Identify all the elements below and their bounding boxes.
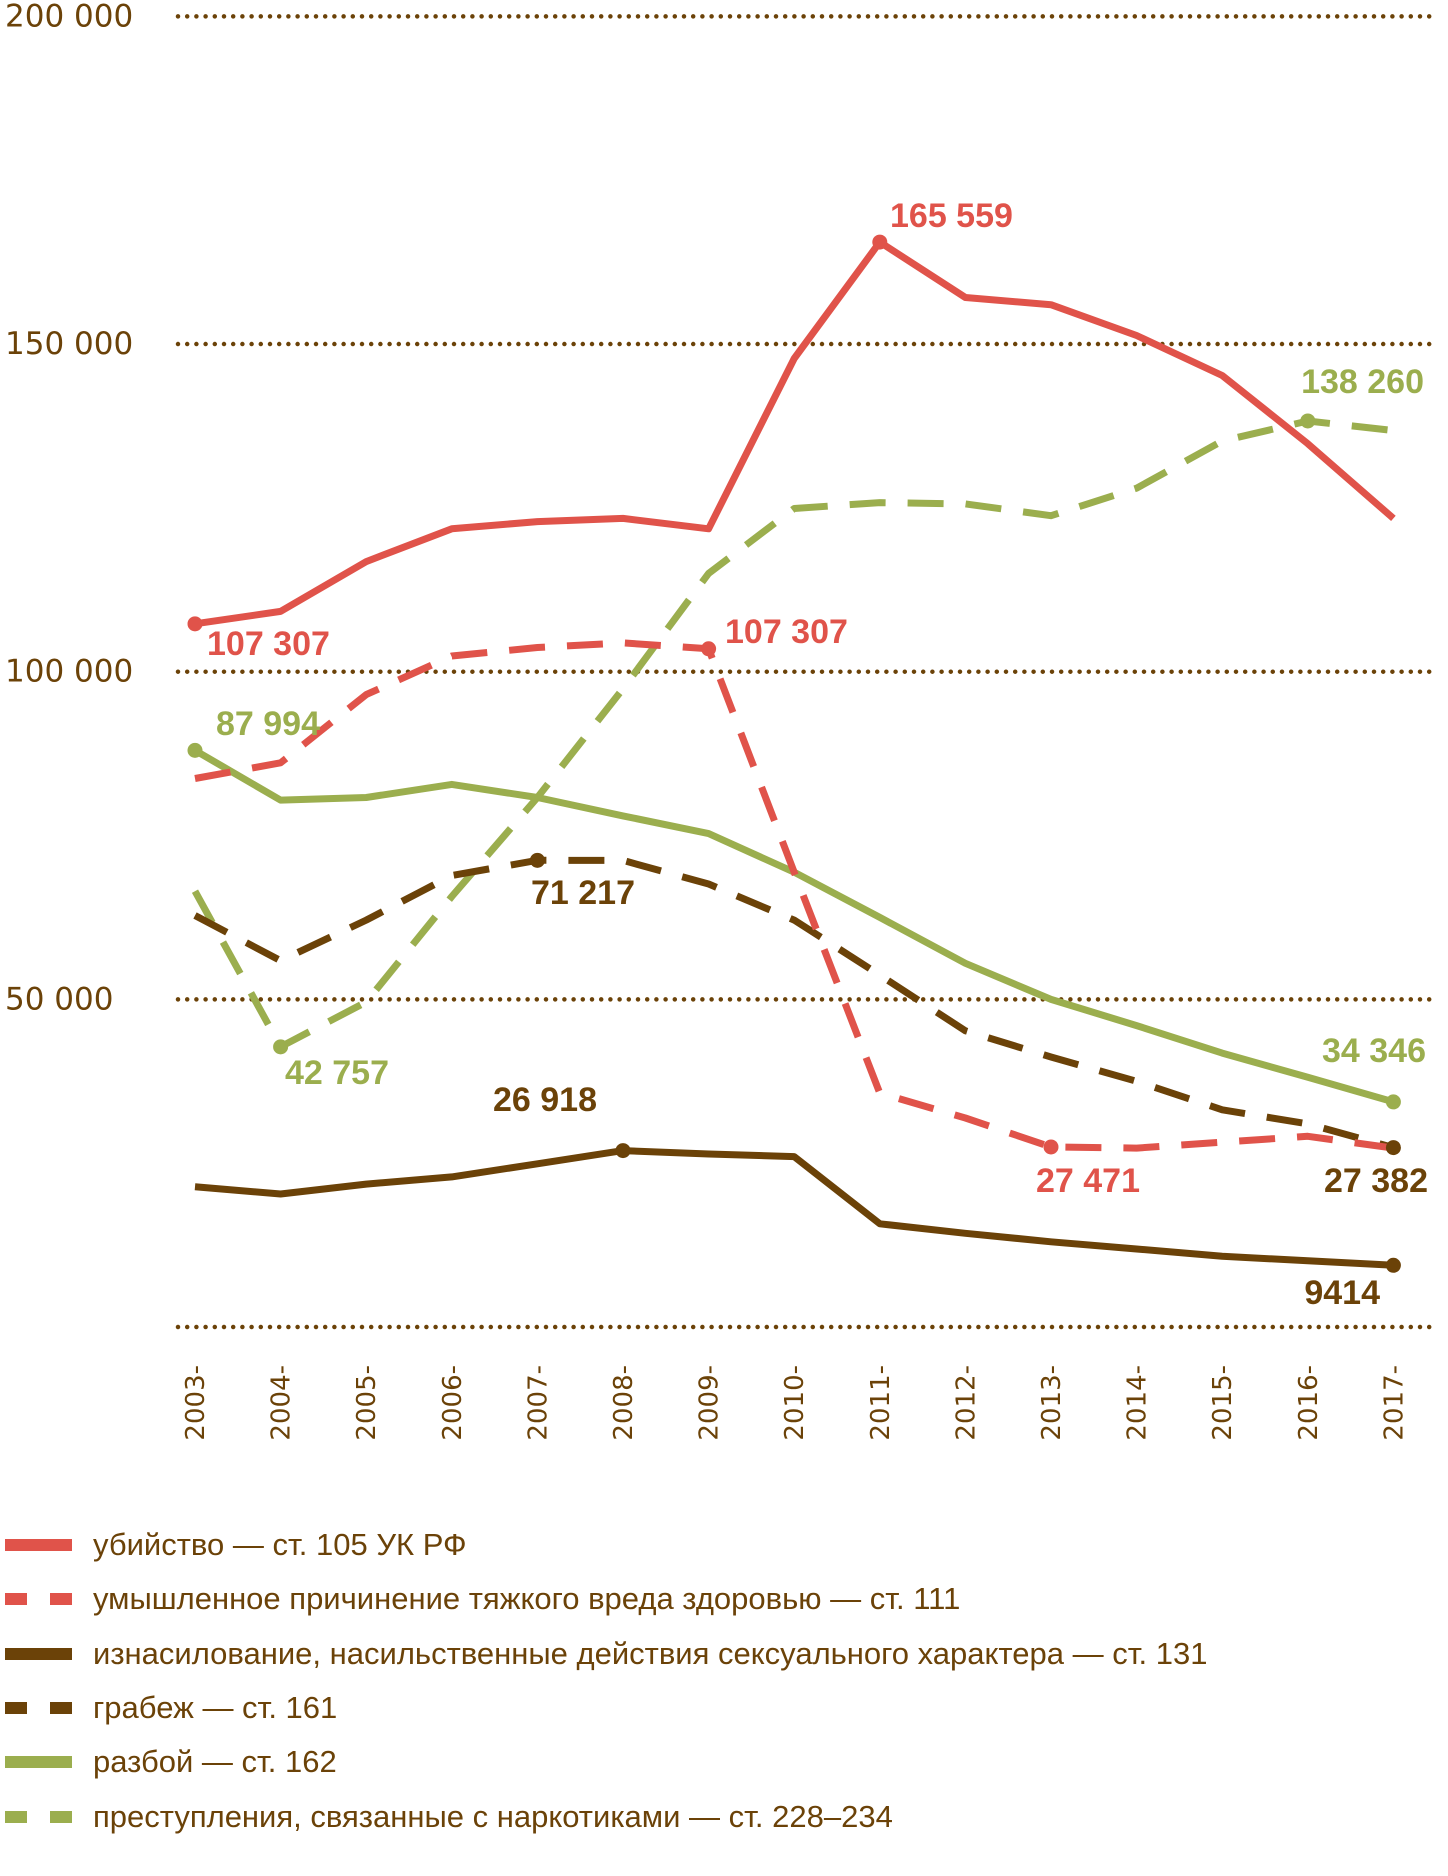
data-label-armed_robbery: 87 994 bbox=[216, 705, 320, 743]
legend-label: изнасилование, насильственные действия с… bbox=[93, 1636, 1208, 1671]
x-axis-ticks: 2003- 2004- 2005- 2006- 2007- 2008- 2009- 2010-… bbox=[181, 1365, 1409, 1441]
data-label-drugs: 42 757 bbox=[285, 1054, 389, 1092]
data-label-drugs: 138 260 bbox=[1301, 363, 1424, 401]
data-label-grievous_harm: 107 307 bbox=[725, 613, 848, 651]
x-tick-label: 2003- bbox=[181, 1365, 211, 1441]
legend-swatch-segment bbox=[5, 1756, 72, 1768]
data-marker-robbery bbox=[529, 852, 545, 868]
legend-swatch-solid-red bbox=[5, 1539, 77, 1551]
y-axis-ticks: 50 000 100 000 150 000 200 000 bbox=[5, 0, 133, 1017]
legend-swatch-solid-brown bbox=[5, 1648, 77, 1660]
legend-label: преступления, связанные с наркотиками — … bbox=[93, 1799, 893, 1834]
x-tick-label: 2017- bbox=[1379, 1365, 1409, 1441]
gridlines bbox=[175, 14, 1441, 1330]
x-tick-label: 2005- bbox=[352, 1365, 382, 1441]
data-marker-rape bbox=[615, 1143, 631, 1159]
x-tick-label: 2012- bbox=[951, 1365, 981, 1441]
legend-item-armed-robbery: разбой — ст. 162 bbox=[0, 1737, 337, 1787]
data-label-murder: 165 559 bbox=[890, 197, 1013, 235]
legend-swatch-segment bbox=[50, 1702, 72, 1714]
data-label-armed_robbery: 34 346 bbox=[1322, 1032, 1426, 1070]
legend-swatch-segment bbox=[5, 1593, 27, 1605]
data-label-murder: 107 307 bbox=[207, 625, 330, 663]
x-tick-label: 2016- bbox=[1294, 1365, 1324, 1441]
data-label-rape: 26 918 bbox=[493, 1081, 597, 1119]
legend-swatch-segment bbox=[5, 1539, 72, 1551]
data-marker-armed_robbery bbox=[1385, 1094, 1401, 1110]
legend-item-drugs: преступления, связанные с наркотиками — … bbox=[0, 1792, 893, 1842]
legend-swatch-solid-green bbox=[5, 1756, 77, 1768]
legend-swatch-segment bbox=[50, 1593, 72, 1605]
legend-item-robbery: грабеж — ст. 161 bbox=[0, 1683, 337, 1733]
series-markers bbox=[187, 234, 1401, 1273]
x-tick-label: 2008- bbox=[609, 1365, 639, 1441]
y-tick-label: 100 000 bbox=[5, 654, 133, 690]
series-line-grievous_harm bbox=[194, 639, 1394, 1152]
legend-label: убийство — ст. 105 УК РФ bbox=[93, 1527, 467, 1562]
x-tick-label: 2015- bbox=[1208, 1365, 1238, 1441]
series-line-armed_robbery bbox=[193, 747, 1395, 1106]
legend-label: разбой — ст. 162 bbox=[93, 1744, 337, 1779]
data-marker-robbery bbox=[1385, 1140, 1401, 1156]
legend-label: грабеж — ст. 161 bbox=[93, 1690, 338, 1725]
data-marker-drugs bbox=[273, 1039, 289, 1055]
legend-label: умышленное причинение тяжкого вреда здор… bbox=[93, 1581, 961, 1616]
data-marker-murder bbox=[872, 234, 888, 250]
legend-item-grievous-harm: умышленное причинение тяжкого вреда здор… bbox=[0, 1574, 960, 1624]
data-marker-armed_robbery bbox=[187, 742, 203, 758]
series-line-rape bbox=[194, 1147, 1394, 1269]
legend-item-murder: убийство — ст. 105 УК РФ bbox=[0, 1520, 467, 1570]
legend-swatch-dashed-green bbox=[5, 1811, 77, 1823]
x-tick-label: 2011- bbox=[866, 1365, 896, 1441]
y-tick-label: 50 000 bbox=[5, 981, 113, 1017]
data-labels: 107 307 165 559 107 307 27 471 26 918 9414 71 … bbox=[207, 197, 1428, 1312]
x-tick-label: 2010- bbox=[780, 1365, 810, 1441]
series-line-robbery bbox=[193, 856, 1395, 1151]
legend-swatch-segment bbox=[5, 1702, 27, 1714]
legend-swatch-dashed-red bbox=[5, 1593, 77, 1605]
series-lines bbox=[191, 238, 1396, 1269]
x-tick-label: 2013- bbox=[1037, 1365, 1067, 1441]
data-label-robbery: 27 382 bbox=[1324, 1162, 1428, 1200]
x-tick-label: 2007- bbox=[523, 1365, 553, 1441]
data-label-rape: 9414 bbox=[1304, 1274, 1380, 1312]
x-tick-label: 2006- bbox=[438, 1365, 468, 1441]
legend-swatch-segment bbox=[5, 1648, 72, 1660]
legend-swatch-segment bbox=[50, 1811, 72, 1823]
legend-swatch-dashed-brown bbox=[5, 1702, 77, 1714]
x-tick-label: 2004- bbox=[267, 1365, 297, 1441]
series-line-murder bbox=[194, 238, 1396, 628]
data-label-grievous_harm: 27 471 bbox=[1036, 1162, 1140, 1200]
data-marker-drugs bbox=[1300, 413, 1316, 429]
series-line-drugs bbox=[191, 417, 1394, 1051]
y-tick-label: 200 000 bbox=[5, 0, 133, 34]
data-marker-grievous_harm bbox=[701, 641, 717, 657]
data-marker-rape bbox=[1385, 1257, 1401, 1273]
data-marker-murder bbox=[187, 616, 203, 632]
legend-item-rape: изнасилование, насильственные действия с… bbox=[0, 1629, 1207, 1679]
x-tick-label: 2014- bbox=[1123, 1365, 1153, 1441]
x-tick-label: 2009- bbox=[695, 1365, 725, 1441]
data-marker-grievous_harm bbox=[1043, 1139, 1059, 1155]
y-tick-label: 150 000 bbox=[5, 326, 133, 362]
legend-swatch-segment bbox=[5, 1811, 27, 1823]
data-label-robbery: 71 217 bbox=[531, 874, 635, 912]
